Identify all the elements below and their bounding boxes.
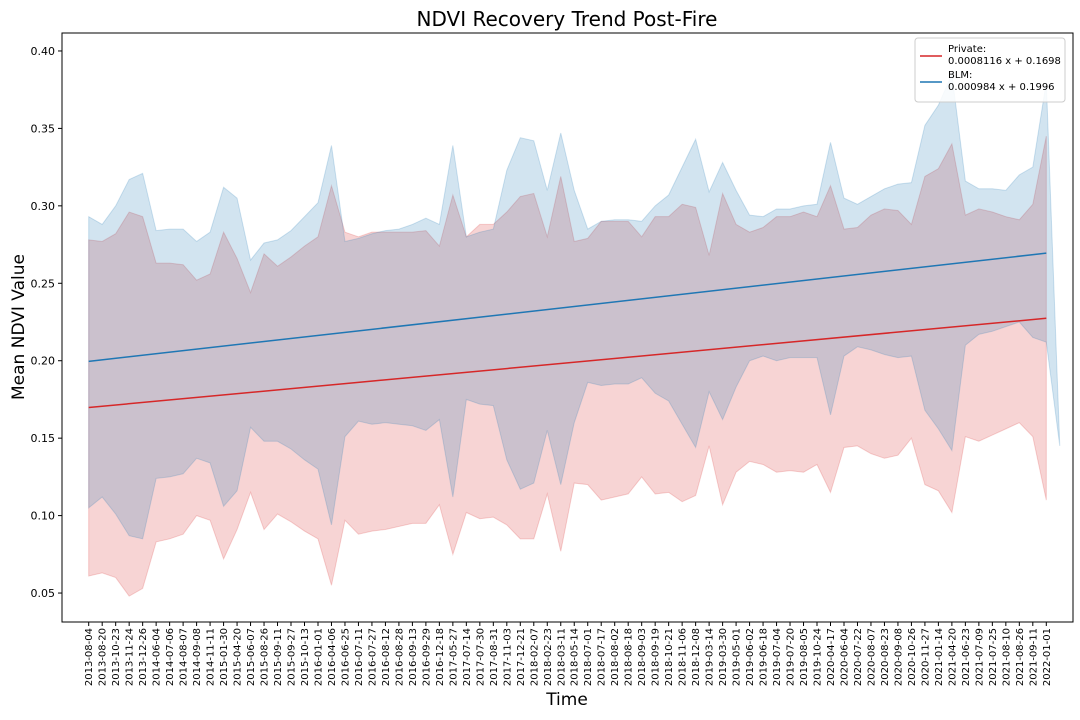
x-tick-label: 2015-09-27 — [287, 628, 298, 686]
x-tick-label: 2013-08-20 — [98, 628, 109, 686]
x-tick-label: 2018-05-14 — [570, 628, 581, 686]
x-tick-label: 2014-09-08 — [192, 628, 203, 686]
x-tick-label: 2020-07-22 — [853, 628, 864, 686]
x-tick-label: 2017-07-14 — [462, 628, 473, 686]
x-tick-label: 2018-11-06 — [678, 628, 689, 686]
x-tick-label: 2018-07-17 — [597, 628, 608, 686]
x-tick-label: 2017-08-31 — [489, 628, 500, 686]
x-tick-label: 2020-10-26 — [907, 628, 918, 686]
x-tick-label: 2021-04-20 — [947, 628, 958, 686]
x-tick-label: 2013-12-26 — [138, 628, 149, 686]
legend-equation: 0.000984 x + 0.1996 — [948, 82, 1055, 93]
x-tick-label: 2021-08-10 — [1001, 628, 1012, 686]
x-tick-label: 2021-01-14 — [934, 628, 945, 686]
x-tick-label: 2017-12-21 — [516, 628, 527, 686]
x-tick-label: 2019-08-05 — [799, 628, 810, 686]
x-tick-label: 2019-03-14 — [705, 628, 716, 686]
trend-line — [88, 252, 1047, 363]
y-tick-label: 0.05 — [31, 587, 56, 600]
x-tick-label: 2016-08-28 — [394, 628, 405, 686]
plot-frame — [61, 32, 1074, 623]
x-axis-label: Time — [545, 690, 588, 710]
x-tick-label: 2019-05-01 — [732, 628, 743, 686]
x-tick-label: 2014-11-11 — [206, 628, 217, 686]
y-axis-label: Mean NDVI Value — [9, 254, 29, 400]
x-tick-label: 2020-09-08 — [893, 628, 904, 686]
x-tick-label: 2016-07-27 — [367, 628, 378, 686]
legend-box — [914, 37, 1066, 103]
x-tick-label: 2019-07-04 — [772, 628, 783, 686]
x-tick-label: 2019-03-30 — [718, 628, 729, 686]
x-tick-label: 2019-10-24 — [813, 628, 824, 686]
x-tick-label: 2021-07-25 — [988, 628, 999, 686]
legend-label: BLM: — [948, 70, 972, 81]
x-tick-label: 2013-10-23 — [111, 628, 122, 686]
trend-line — [88, 317, 1047, 409]
x-tick-label: 2015-08-26 — [260, 628, 271, 686]
x-tick-label: 2013-08-04 — [84, 628, 95, 686]
x-tick-label: 2015-10-13 — [300, 628, 311, 686]
y-tick-label: 0.10 — [31, 510, 56, 523]
x-tick-label: 2015-01-30 — [219, 628, 230, 686]
x-tick-label: 2016-12-18 — [435, 628, 446, 686]
y-tick-label: 0.40 — [31, 45, 56, 58]
x-tick-label: 2020-08-23 — [880, 628, 891, 686]
x-tick-label: 2016-08-12 — [381, 628, 392, 686]
x-tick-label: 2018-08-18 — [624, 628, 635, 686]
x-tick-label: 2018-07-01 — [583, 628, 594, 686]
x-tick-label: 2018-12-08 — [691, 628, 702, 686]
legend-equation: 0.0008116 x + 0.1698 — [948, 56, 1061, 67]
x-tick-label: 2021-06-23 — [961, 628, 972, 686]
x-tick-label: 2016-06-25 — [340, 628, 351, 686]
x-tick-label: 2022-01-01 — [1042, 628, 1053, 686]
x-tick-label: 2013-11-24 — [125, 628, 136, 686]
y-tick-label: 0.20 — [31, 355, 56, 368]
x-tick-label: 2017-07-30 — [475, 628, 486, 686]
x-tick-label: 2021-07-09 — [974, 628, 985, 686]
y-tick-label: 0.30 — [31, 200, 56, 213]
x-tick-label: 2018-08-02 — [610, 628, 621, 686]
y-tick-label: 0.15 — [31, 432, 56, 445]
x-tick-label: 2018-02-23 — [543, 628, 554, 686]
x-tick-label: 2016-01-01 — [313, 628, 324, 686]
x-tick-label: 2016-09-29 — [421, 628, 432, 686]
x-tick-label: 2018-02-07 — [529, 628, 540, 686]
x-tick-label: 2018-09-19 — [651, 628, 662, 686]
x-tick-label: 2018-09-03 — [637, 628, 648, 686]
x-tick-label: 2020-06-04 — [839, 628, 850, 686]
x-tick-label: 2021-09-11 — [1028, 628, 1039, 686]
x-tick-label: 2019-06-02 — [745, 628, 756, 686]
x-tick-label: 2014-07-06 — [165, 628, 176, 686]
x-tick-label: 2014-08-07 — [179, 628, 190, 686]
x-tick-label: 2020-08-07 — [866, 628, 877, 686]
chart-title: NDVI Recovery Trend Post-Fire — [417, 7, 718, 31]
x-tick-label: 2019-07-20 — [786, 628, 797, 686]
y-tick-label: 0.35 — [31, 122, 56, 135]
x-tick-label: 2016-07-11 — [354, 628, 365, 686]
x-tick-label: 2014-06-04 — [152, 628, 163, 686]
x-tick-label: 2015-06-07 — [246, 628, 257, 686]
x-tick-label: 2020-04-17 — [826, 628, 837, 686]
x-tick-label: 2020-11-27 — [920, 628, 931, 686]
x-tick-label: 2018-10-21 — [664, 628, 675, 686]
x-tick-label: 2018-03-11 — [556, 628, 567, 686]
x-tick-label: 2021-08-26 — [1015, 628, 1026, 686]
x-tick-label: 2017-11-03 — [502, 628, 513, 686]
x-tick-label: 2016-09-13 — [408, 628, 419, 686]
x-tick-label: 2016-04-06 — [327, 628, 338, 686]
y-tick-label: 0.25 — [31, 277, 56, 290]
x-tick-label: 2017-05-27 — [448, 628, 459, 686]
confidence-band — [88, 136, 1047, 597]
x-tick-label: 2019-06-18 — [759, 628, 770, 686]
legend-label: Private: — [948, 44, 986, 55]
x-tick-label: 2015-04-20 — [233, 628, 244, 686]
x-tick-label: 2015-09-11 — [273, 628, 284, 686]
